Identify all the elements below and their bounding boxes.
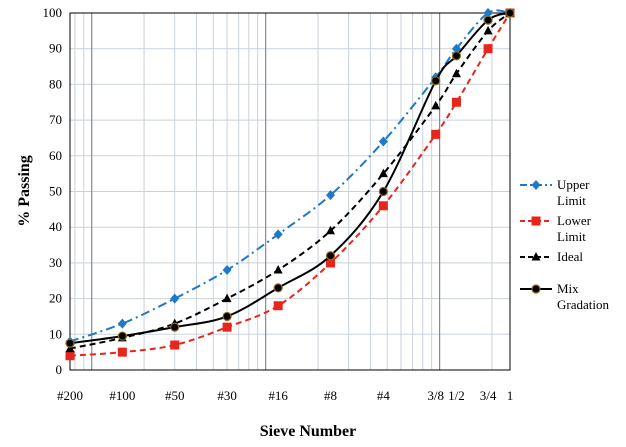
series-line <box>69 12 511 345</box>
data-point-diamond <box>117 318 127 329</box>
data-point-square <box>378 201 388 211</box>
data-point-triangle <box>431 100 441 110</box>
data-point-triangle <box>483 25 493 35</box>
series-upper-limit <box>65 8 515 347</box>
data-point-diamond <box>222 265 232 276</box>
data-point-triangle <box>273 265 283 274</box>
x-tick-label: #8 <box>324 388 337 403</box>
x-tick-label: 1 <box>507 388 514 403</box>
data-point-triangle <box>378 168 388 178</box>
data-point-square <box>451 97 461 107</box>
data-point-triangle <box>326 225 336 235</box>
y-axis-ticks: 0 10 20 30 40 50 60 70 80 90 100 <box>43 5 63 377</box>
data-point-circle <box>505 8 515 18</box>
data-point-circle <box>483 15 493 25</box>
data-point-diamond <box>483 8 493 18</box>
data-point-circle <box>170 322 180 332</box>
data-point-triangle <box>531 252 541 261</box>
x-tick-label: 3/8 <box>427 388 444 403</box>
legend-label: Upper <box>557 177 590 192</box>
y-tick-label: 40 <box>49 219 62 234</box>
x-tick-label: #100 <box>109 388 135 403</box>
data-point-circle <box>378 186 388 197</box>
data-point-square <box>222 322 232 332</box>
data-point-circle <box>451 51 462 61</box>
series-ideal <box>65 8 515 353</box>
y-tick-label: 20 <box>49 291 62 306</box>
data-point-square <box>431 129 441 139</box>
x-tick-label: #30 <box>217 388 237 403</box>
data-point-square <box>531 216 541 226</box>
x-tick-label: #50 <box>165 388 185 403</box>
series-line <box>69 12 511 350</box>
data-point-circle <box>222 311 232 322</box>
y-tick-label: 10 <box>49 326 62 341</box>
legend-label: Lower <box>557 213 592 228</box>
data-point-triangle <box>222 293 232 303</box>
data-point-triangle <box>65 343 75 353</box>
data-point-triangle <box>451 68 461 78</box>
data-point-circle <box>117 331 127 341</box>
series-line <box>69 9 511 343</box>
data-point-diamond <box>326 190 336 201</box>
data-point-diamond <box>378 136 388 147</box>
x-tick-label: 3/4 <box>480 388 497 403</box>
x-axis-ticks: #200 #100 #50 #30 #16 #8 #4 3/8 1/2 3/4 1 <box>57 388 513 403</box>
x-axis-title: Sieve Number <box>260 423 356 440</box>
data-point-square <box>170 340 180 350</box>
data-point-diamond <box>451 43 461 54</box>
y-tick-label: 50 <box>49 184 62 199</box>
legend-label: Limit <box>557 229 586 244</box>
x-tick-label: #16 <box>268 388 288 403</box>
data-point-circle <box>325 251 336 261</box>
data-point-square <box>273 301 283 311</box>
data-point-circle <box>531 284 541 294</box>
series-mix-gradation <box>65 8 515 348</box>
x-tick-label: 1/2 <box>448 388 465 403</box>
plot-frame <box>69 12 511 371</box>
legend-label: Mix <box>557 281 579 296</box>
data-point-circle <box>65 338 75 348</box>
data-point-circle <box>273 283 283 293</box>
y-tick-label: 90 <box>49 41 62 56</box>
y-tick-label: 30 <box>49 255 62 270</box>
y-axis-title: % Passing <box>16 155 33 227</box>
y-tick-label: 100 <box>43 5 63 20</box>
y-tick-label: 60 <box>49 148 62 163</box>
series-lower-limit <box>65 8 515 361</box>
data-point-square <box>483 44 493 54</box>
series-line <box>69 12 511 357</box>
legend-label: Ideal <box>557 249 583 264</box>
series-layer <box>65 8 515 361</box>
y-tick-label: 70 <box>49 112 62 127</box>
data-point-square <box>326 258 336 268</box>
data-point-diamond <box>170 293 180 304</box>
legend-label: Gradation <box>557 297 609 312</box>
data-point-square <box>65 351 75 361</box>
data-point-diamond <box>531 180 541 190</box>
y-tick-label: 0 <box>56 362 63 377</box>
legend-label: Limit <box>557 193 586 208</box>
data-point-circle <box>431 76 441 86</box>
x-tick-label: #4 <box>377 388 391 403</box>
x-tick-label: #200 <box>57 388 83 403</box>
data-point-square <box>117 347 127 357</box>
data-point-diamond <box>273 229 283 240</box>
y-tick-label: 80 <box>49 76 62 91</box>
